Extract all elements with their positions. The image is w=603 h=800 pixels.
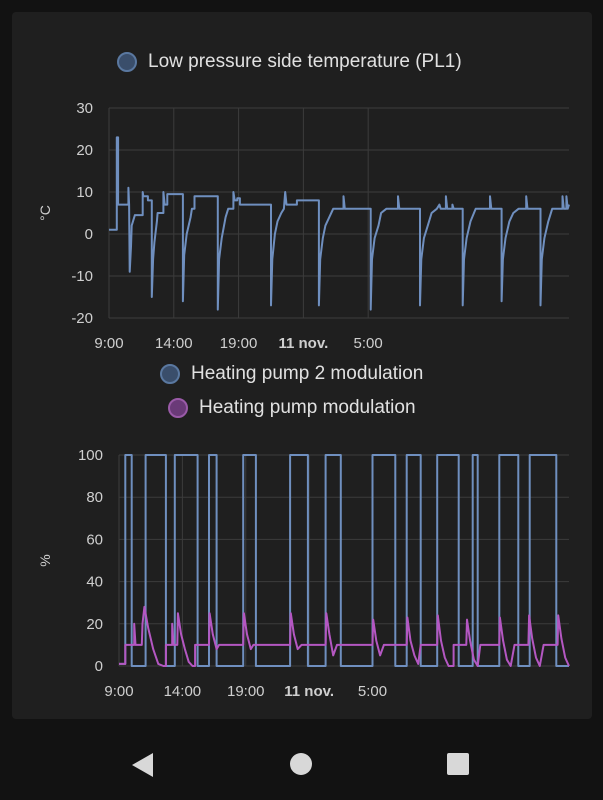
x-tick-label: 14:00 bbox=[155, 335, 193, 352]
android-nav-bar bbox=[0, 724, 603, 800]
y-tick-label: -10 bbox=[71, 268, 93, 285]
x-tick-label: 19:00 bbox=[220, 335, 258, 352]
modulation-chart[interactable]: 100 80 60 40 20 09:00 14:00 19:00 11 nov. 5:00% bbox=[12, 432, 592, 702]
x-tick-label: 9:00 bbox=[94, 335, 123, 352]
legend-label-hp: Heating pump modulation bbox=[199, 397, 416, 418]
legend-item-hp[interactable]: Heating pump modulation bbox=[168, 397, 416, 419]
legend-dot-pl1 bbox=[117, 52, 137, 72]
x-tick-label: 11 nov. bbox=[284, 683, 334, 700]
home-icon[interactable] bbox=[289, 752, 313, 776]
x-tick-label: 19:00 bbox=[227, 683, 265, 700]
x-tick-label: 5:00 bbox=[358, 683, 387, 700]
series-line-0[interactable] bbox=[119, 454, 569, 667]
y-tick-label: 40 bbox=[86, 574, 103, 591]
y-tick-label: 100 bbox=[78, 447, 103, 464]
series-line-0[interactable] bbox=[109, 136, 570, 311]
y-tick-label: -20 bbox=[71, 310, 93, 327]
legend-dot-hp bbox=[168, 398, 188, 418]
y-tick-label: 20 bbox=[86, 616, 103, 633]
legend-item-pl1[interactable]: Low pressure side temperature (PL1) bbox=[117, 51, 462, 73]
x-tick-label: 11 nov. bbox=[278, 335, 328, 352]
legend-dot-hp2 bbox=[160, 364, 180, 384]
legend-item-hp2[interactable]: Heating pump 2 modulation bbox=[160, 363, 423, 385]
history-card: Low pressure side temperature (PL1) 30 20… bbox=[12, 12, 592, 719]
back-icon[interactable] bbox=[131, 752, 155, 778]
y-tick-label: 60 bbox=[86, 531, 103, 548]
recents-icon[interactable] bbox=[447, 753, 469, 775]
temperature-chart[interactable]: 30 20 10 0 -10 -209:00 14:00 19:00 11 nov. 5:00 °C bbox=[12, 92, 592, 352]
y-tick-label: 10 bbox=[76, 184, 93, 201]
y-tick-label: 30 bbox=[76, 100, 93, 117]
series-line-1[interactable] bbox=[119, 605, 570, 667]
y-axis-label: % bbox=[37, 554, 53, 566]
legend-label-hp2: Heating pump 2 modulation bbox=[191, 363, 424, 384]
x-tick-label: 14:00 bbox=[164, 683, 202, 700]
y-axis-label: °C bbox=[37, 205, 53, 221]
x-tick-label: 5:00 bbox=[354, 335, 383, 352]
legend-label-pl1: Low pressure side temperature (PL1) bbox=[148, 51, 462, 72]
y-tick-label: 0 bbox=[95, 658, 103, 675]
y-tick-label: 80 bbox=[86, 489, 103, 506]
x-tick-label: 9:00 bbox=[104, 683, 133, 700]
y-tick-label: 0 bbox=[85, 226, 93, 243]
y-tick-label: 20 bbox=[76, 142, 93, 159]
